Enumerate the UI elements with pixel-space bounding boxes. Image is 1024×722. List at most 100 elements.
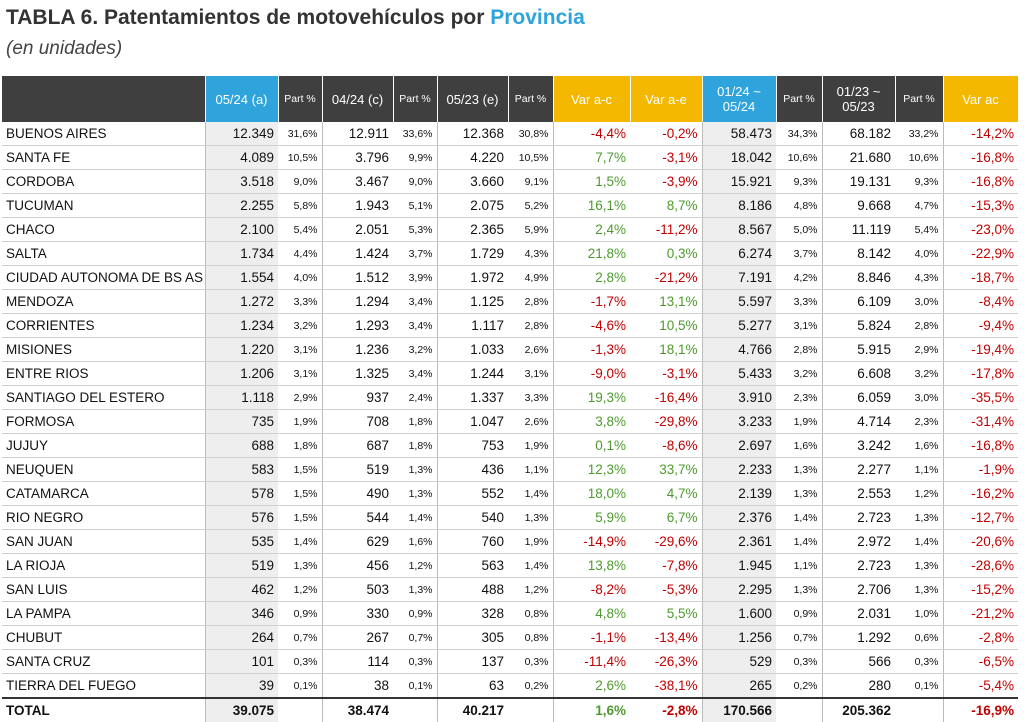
table-cell: 1,3% <box>393 578 437 602</box>
data-table: 05/24 (a)Part %04/24 (c)Part %05/23 (e)P… <box>2 76 1019 722</box>
table-cell: 18.042 <box>702 146 776 170</box>
table-cell: 0,8% <box>508 602 553 626</box>
table-cell: 15.921 <box>702 170 776 194</box>
table-cell: 2,4% <box>553 218 630 242</box>
table-cell: 5.597 <box>702 290 776 314</box>
table-cell: -23,0% <box>943 218 1018 242</box>
table-cell: 2,8% <box>553 266 630 290</box>
table-cell: -5,4% <box>943 674 1018 699</box>
table-cell: -15,2% <box>943 578 1018 602</box>
table-cell: 7,7% <box>553 146 630 170</box>
table-cell: 0,9% <box>393 602 437 626</box>
table-cell: 1,2% <box>508 578 553 602</box>
table-cell: 4,8% <box>553 602 630 626</box>
table-cell: 578 <box>205 482 278 506</box>
table-cell: 8.186 <box>702 194 776 218</box>
table-cell: 6.608 <box>822 362 895 386</box>
province-name: CATAMARCA <box>2 482 205 506</box>
table-cell: 0,8% <box>508 626 553 650</box>
table-row: CATAMARCA5781,5%4901,3%5521,4%18,0%4,7%2… <box>2 482 1018 506</box>
table-cell: 0,6% <box>895 626 943 650</box>
table-row: LA RIOJA5191,3%4561,2%5631,4%13,8%-7,8%1… <box>2 554 1018 578</box>
table-cell: -20,6% <box>943 530 1018 554</box>
table-cell: 735 <box>205 410 278 434</box>
table-cell: 488 <box>437 578 508 602</box>
table-cell: 2.553 <box>822 482 895 506</box>
province-name: JUJUY <box>2 434 205 458</box>
table-cell: 13,1% <box>630 290 702 314</box>
table-cell: 1,1% <box>508 458 553 482</box>
table-cell: -18,7% <box>943 266 1018 290</box>
table-cell: 10,6% <box>776 146 822 170</box>
table-cell: 11.119 <box>822 218 895 242</box>
table-row: BUENOS AIRES12.34931,6%12.91133,6%12.368… <box>2 122 1018 146</box>
table-cell: -12,7% <box>943 506 1018 530</box>
table-cell: 1,4% <box>508 554 553 578</box>
table-cell: 21.680 <box>822 146 895 170</box>
table-row: ENTRE RIOS1.2063,1%1.3253,4%1.2443,1%-9,… <box>2 362 1018 386</box>
table-cell: 3.467 <box>322 170 393 194</box>
table-cell: 3,0% <box>895 386 943 410</box>
table-cell: 3,3% <box>776 290 822 314</box>
table-cell: 33,7% <box>630 458 702 482</box>
table-cell: 33,2% <box>895 122 943 146</box>
table-cell: 2,3% <box>776 386 822 410</box>
table-cell: 529 <box>702 650 776 674</box>
table-cell: 4,0% <box>895 242 943 266</box>
province-name: SANTA FE <box>2 146 205 170</box>
table-row: CHUBUT2640,7%2670,7%3050,8%-1,1%-13,4%1.… <box>2 626 1018 650</box>
table-cell: 38 <box>322 674 393 699</box>
table-row: TUCUMAN2.2555,8%1.9435,1%2.0755,2%16,1%8… <box>2 194 1018 218</box>
table-cell: 2,4% <box>393 386 437 410</box>
table-cell: -21,2% <box>630 266 702 290</box>
province-name: LA PAMPA <box>2 602 205 626</box>
table-cell: -2,8% <box>943 626 1018 650</box>
table-cell: 10,5% <box>630 314 702 338</box>
column-header: Part % <box>776 76 822 122</box>
table-cell: 137 <box>437 650 508 674</box>
table-cell: 3,8% <box>553 410 630 434</box>
table-cell: 0,2% <box>776 674 822 699</box>
table-cell: 540 <box>437 506 508 530</box>
table-cell: 12.349 <box>205 122 278 146</box>
table-cell: 5,9% <box>553 506 630 530</box>
table-cell: 0,1% <box>393 674 437 699</box>
table-cell: 1,4% <box>776 530 822 554</box>
table-cell: -17,8% <box>943 362 1018 386</box>
table-cell: -0,2% <box>630 122 702 146</box>
table-cell: 13,8% <box>553 554 630 578</box>
table-cell: 1,6% <box>895 434 943 458</box>
table-cell: 2,9% <box>895 338 943 362</box>
table-cell: 0,2% <box>508 674 553 699</box>
table-cell: 2.723 <box>822 554 895 578</box>
table-cell: 0,3% <box>895 650 943 674</box>
table-cell: -22,9% <box>943 242 1018 266</box>
table-cell: 5.824 <box>822 314 895 338</box>
table-cell: 1,5% <box>553 170 630 194</box>
province-name: SALTA <box>2 242 205 266</box>
table-cell: 3.796 <box>322 146 393 170</box>
table-cell: 0,7% <box>278 626 322 650</box>
province-name: CHUBUT <box>2 626 205 650</box>
table-cell: -15,3% <box>943 194 1018 218</box>
title-highlight: Provincia <box>490 6 585 29</box>
table-cell: -19,4% <box>943 338 1018 362</box>
table-cell: 1,3% <box>895 506 943 530</box>
table-cell: 12.368 <box>437 122 508 146</box>
table-cell: 2,6% <box>508 410 553 434</box>
table-cell: 1.244 <box>437 362 508 386</box>
column-header: 05/23 (e) <box>437 76 508 122</box>
table-cell: 8.142 <box>822 242 895 266</box>
table-cell: 12.911 <box>322 122 393 146</box>
table-cell: 1,3% <box>278 554 322 578</box>
table-row: CHACO2.1005,4%2.0515,3%2.3655,9%2,4%-11,… <box>2 218 1018 242</box>
table-cell: 2,8% <box>508 314 553 338</box>
table-cell: 328 <box>437 602 508 626</box>
province-name: SAN JUAN <box>2 530 205 554</box>
table-cell: -21,2% <box>943 602 1018 626</box>
table-cell: 9.668 <box>822 194 895 218</box>
table-cell: 563 <box>437 554 508 578</box>
table-cell: 2.100 <box>205 218 278 242</box>
table-cell: -28,6% <box>943 554 1018 578</box>
table-cell: -8,2% <box>553 578 630 602</box>
